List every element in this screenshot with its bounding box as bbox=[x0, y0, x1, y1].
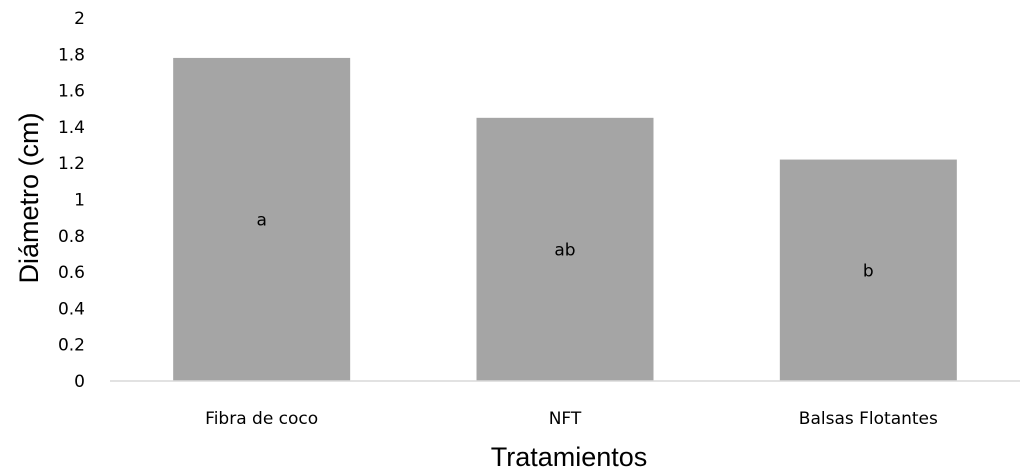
y-axis-tick-labels: 0 0.2 0.4 0.6 0.8 1 1.2 1.4 1.6 1.8 2 bbox=[58, 9, 85, 392]
bar-data-label: ab bbox=[554, 240, 575, 260]
y-tick-label: 0.4 bbox=[58, 299, 85, 319]
bar-letter-labels: a ab b bbox=[256, 210, 873, 281]
y-tick-label: 1.2 bbox=[58, 154, 85, 174]
x-category-label: Balsas Flotantes bbox=[799, 409, 938, 429]
bar-data-label: b bbox=[863, 261, 874, 281]
y-tick-label: 1 bbox=[74, 191, 85, 211]
y-tick-label: 0.6 bbox=[58, 263, 85, 283]
y-tick-label: 0 bbox=[74, 372, 85, 392]
x-category-label: NFT bbox=[549, 409, 582, 429]
bar bbox=[476, 117, 654, 381]
y-tick-label: 0.2 bbox=[58, 336, 85, 356]
bar bbox=[779, 159, 957, 381]
y-axis-title: Diámetro (cm) bbox=[14, 112, 44, 283]
x-axis-category-labels: Fibra de coco NFT Balsas Flotantes bbox=[205, 409, 938, 429]
x-category-label: Fibra de coco bbox=[205, 409, 318, 429]
y-tick-label: 1.4 bbox=[58, 118, 85, 138]
y-tick-label: 1.8 bbox=[58, 45, 85, 65]
y-tick-label: 1.6 bbox=[58, 82, 85, 102]
bar bbox=[173, 57, 351, 382]
y-tick-label: 2 bbox=[74, 9, 85, 29]
x-axis-title: Tratamientos bbox=[491, 442, 648, 472]
bar-data-label: a bbox=[256, 210, 266, 230]
y-tick-label: 0.8 bbox=[58, 227, 85, 247]
bars bbox=[173, 57, 957, 382]
